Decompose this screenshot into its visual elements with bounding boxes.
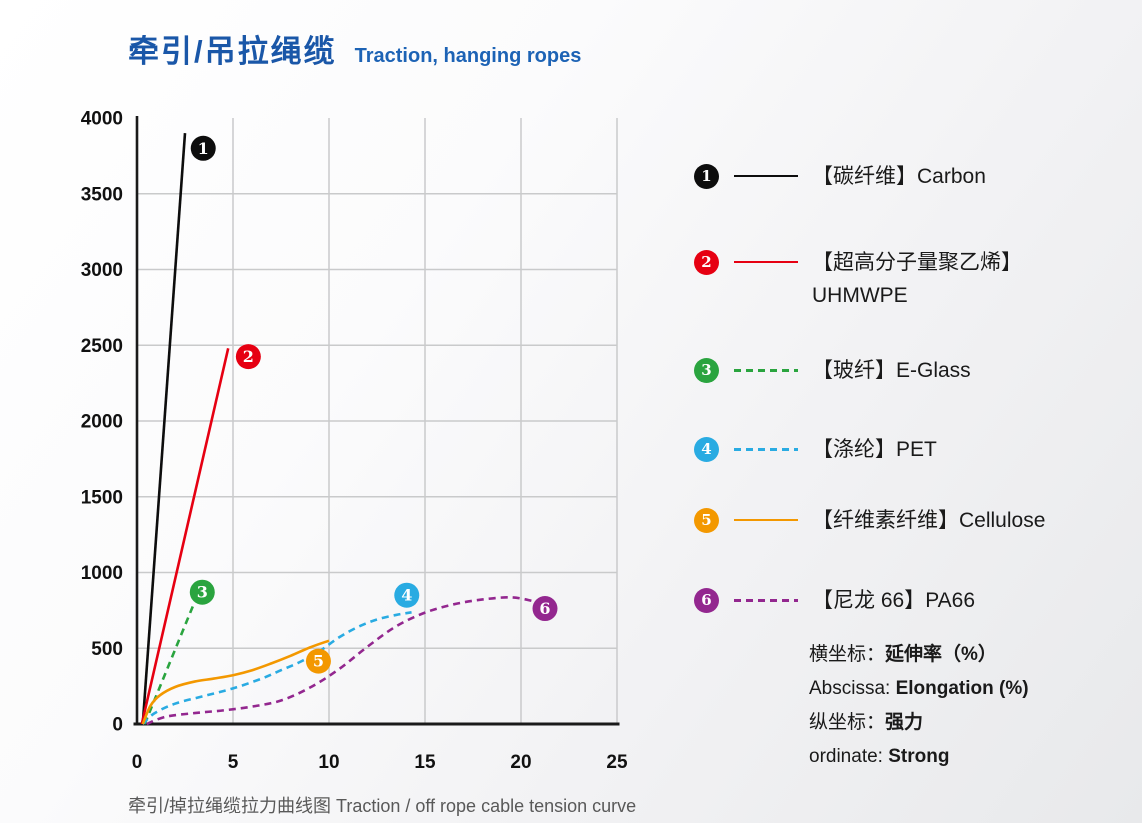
y-tick-label: 2500 <box>81 336 123 357</box>
x-tick-label: 15 <box>414 752 436 773</box>
y-tick-label: 1000 <box>81 563 123 584</box>
legend-item-cellulose: 5 【纤维素纤维】Cellulose <box>694 504 1045 537</box>
curve-marker-1 <box>190 135 216 161</box>
legend-badge-1: 1 <box>694 164 719 189</box>
legend-label-carbon: 【碳纤维】Carbon <box>812 165 986 188</box>
curve-marker-number-1: 1 <box>198 139 209 158</box>
legend-item-uhmwpe: 2 【超高分子量聚乙烯】 UHMWPE <box>694 246 1022 312</box>
legend-label-uhmwpe-en: UHMWPE <box>812 284 908 307</box>
curve-marker-number-3: 3 <box>197 583 208 602</box>
page-title-en: Traction, hanging ropes <box>354 45 582 67</box>
curve-marker-number-2: 2 <box>243 347 254 366</box>
legend-label-uhmwpe-cn: 【超高分子量聚乙烯】 <box>812 251 1022 274</box>
series-curve-pa66 <box>146 596 533 726</box>
legend-badge-2: 2 <box>694 250 719 275</box>
note-abscissa-cn: 横坐标：延伸率（%） <box>809 644 997 665</box>
curve-marker-number-5: 5 <box>313 652 324 671</box>
legend-line-sample-pa66 <box>734 599 798 602</box>
page-title: 牵引/吊拉绳缆 Traction, hanging ropes <box>128 26 581 71</box>
series-curve-e-glass <box>143 603 195 725</box>
series-curve-uhmwpe <box>140 347 230 725</box>
legend-badge-6: 6 <box>694 588 719 613</box>
legend-badge-3: 3 <box>694 358 719 383</box>
y-tick-label: 4000 <box>81 109 123 130</box>
y-tick-label: 2000 <box>81 412 123 433</box>
legend-label-cellulose: 【纤维素纤维】Cellulose <box>812 509 1046 532</box>
curve-marker-3 <box>189 579 215 605</box>
y-tick-label: 500 <box>91 639 123 660</box>
series-curve-pet <box>141 611 412 725</box>
legend-item-carbon: 1 【碳纤维】Carbon <box>694 160 986 193</box>
curve-marker-6 <box>532 596 558 622</box>
y-tick-label: 1500 <box>81 487 123 508</box>
legend-item-pa66: 6 【尼龙 66】PA66 <box>694 584 975 617</box>
page-title-cn: 牵引/吊拉绳缆 <box>128 34 337 69</box>
legend-item-eglass: 3 【玻纤】E-Glass <box>694 354 971 387</box>
curve-marker-4 <box>394 582 420 608</box>
y-tick-label: 0 <box>112 715 123 736</box>
legend-line-sample-pet <box>734 448 798 451</box>
note-ordinate-en: ordinate: Strong <box>809 746 950 767</box>
curve-marker-2 <box>235 344 261 370</box>
legend-line-sample-uhmwpe <box>734 261 798 263</box>
chart-caption: 牵引/掉拉绳缆拉力曲线图 Traction / off rope cable t… <box>128 796 637 816</box>
note-abscissa-en: Abscissa: Elongation (%) <box>809 678 1029 699</box>
x-tick-label: 10 <box>318 752 339 773</box>
y-tick-label: 3000 <box>81 260 123 281</box>
legend-label-pa66: 【尼龙 66】PA66 <box>812 589 976 612</box>
y-tick-label: 3500 <box>81 184 123 205</box>
x-tick-label: 25 <box>606 752 628 773</box>
legend-label-pet: 【涤纶】PET <box>812 438 937 461</box>
curve-marker-5 <box>305 648 331 674</box>
legend-badge-5: 5 <box>694 508 719 533</box>
legend-item-pet: 4 【涤纶】PET <box>694 433 937 466</box>
note-ordinate-cn: 纵坐标：强力 <box>809 712 924 733</box>
series-curve-carbon <box>141 133 187 725</box>
curve-marker-number-6: 6 <box>539 599 550 618</box>
legend-line-sample-eglass <box>734 369 798 372</box>
legend-line-sample-carbon <box>734 175 798 177</box>
legend-label-uhmwpe: 【超高分子量聚乙烯】 UHMWPE <box>812 246 1022 312</box>
series-curve-cellulose <box>141 639 330 725</box>
legend-label-eglass: 【玻纤】E-Glass <box>812 359 971 382</box>
legend-line-sample-cellulose <box>734 519 798 521</box>
x-tick-label: 0 <box>132 752 143 773</box>
curve-marker-number-4: 4 <box>401 586 412 605</box>
x-tick-label: 5 <box>228 752 239 773</box>
axis-notes: 横坐标：延伸率（%） Abscissa: Elongation (%) 纵坐标：… <box>809 638 1029 774</box>
x-tick-label: 20 <box>510 752 531 773</box>
legend-badge-4: 4 <box>694 437 719 462</box>
